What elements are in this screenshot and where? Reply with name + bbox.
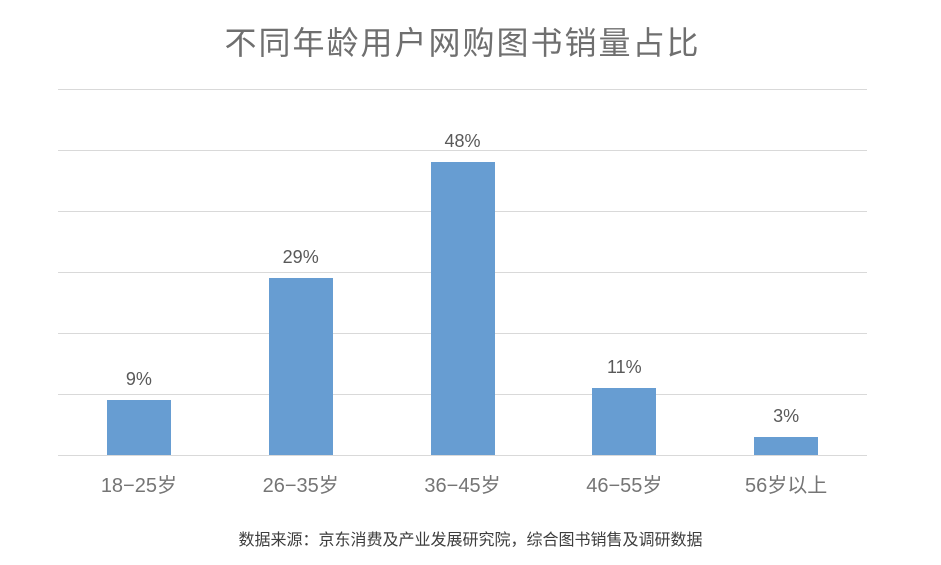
x-axis: 18−25岁 26−35岁 36−45岁 46−55岁 56岁以上 [58,469,867,497]
bar-value-label: 48% [444,131,481,152]
x-axis-label: 18−25岁 [100,475,177,497]
bar-value-label: 3% [773,405,800,426]
bar-value-label: 29% [282,247,319,268]
x-axis-label: 26−35岁 [262,475,339,497]
bar [592,387,657,455]
gridline [58,150,867,151]
x-axis-label: 56岁以上 [744,475,828,497]
x-axis-line [58,455,867,456]
bar [268,278,333,455]
source-note: 数据来源：京东消费及产业发展研究院，综合图书销售及调研数据 [238,532,703,549]
plot-area: 9% 29% 48% 11% 3% [58,89,867,456]
bar-value-label: 9% [125,369,152,390]
bar [106,400,171,455]
bar [754,436,819,455]
x-axis-label: 46−55岁 [586,475,663,497]
bar-value-label: 11% [606,356,642,377]
x-axis-label: 36−45岁 [424,475,501,497]
bar [430,162,495,455]
chart-title: 不同年龄用户网购图书销量占比 [224,25,701,61]
gridline [58,89,867,90]
